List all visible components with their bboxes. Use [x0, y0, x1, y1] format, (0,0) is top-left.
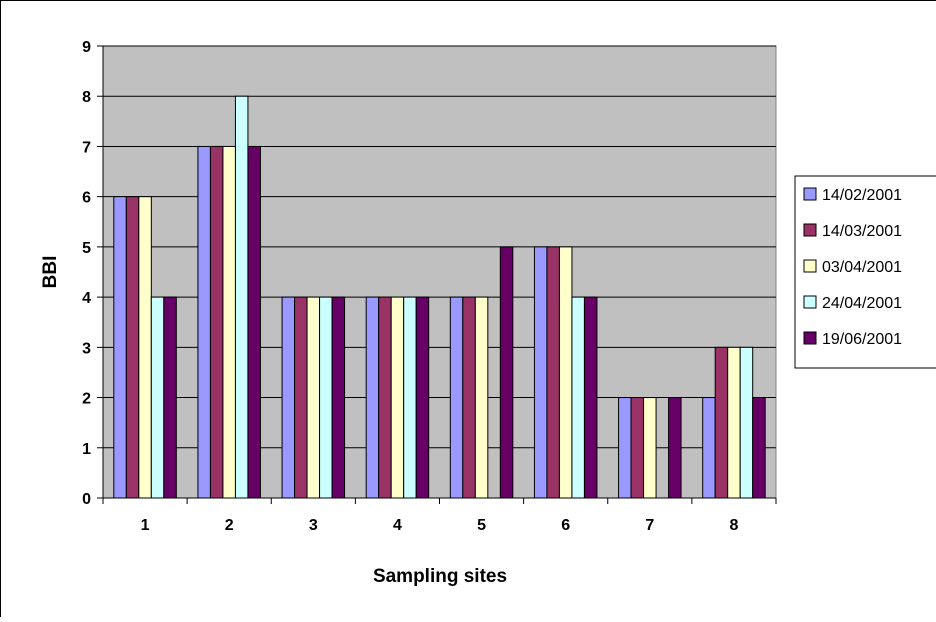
bar [475, 297, 488, 498]
y-tick-label: 0 [82, 491, 91, 508]
bar [332, 297, 345, 498]
bar [151, 297, 164, 498]
legend-label: 24/04/2001 [822, 295, 902, 312]
legend-swatch [804, 188, 816, 200]
bar [320, 297, 333, 498]
bar [126, 197, 139, 498]
legend-label: 03/04/2001 [822, 259, 902, 276]
bar [379, 297, 392, 498]
x-tick-label: 5 [477, 517, 486, 534]
bar [282, 297, 295, 498]
y-tick-label: 7 [82, 139, 91, 156]
bar [644, 398, 657, 498]
bar [728, 347, 741, 498]
bar [559, 247, 572, 498]
x-tick-label: 1 [141, 517, 150, 534]
bar [572, 297, 585, 498]
legend-swatch [804, 260, 816, 272]
legend-swatch [804, 224, 816, 236]
bar [139, 197, 152, 498]
bar [307, 297, 320, 498]
y-tick-label: 1 [82, 441, 91, 458]
bar [366, 297, 379, 498]
bar [114, 197, 127, 498]
bar [198, 146, 211, 498]
y-tick-label: 9 [82, 39, 91, 56]
bar [463, 297, 476, 498]
bar [500, 247, 513, 498]
y-tick-label: 8 [82, 89, 91, 106]
legend-label: 14/03/2001 [822, 223, 902, 240]
bar [669, 398, 682, 498]
bar [416, 297, 429, 498]
x-tick-label: 3 [309, 517, 318, 534]
y-axis-title: BBI [40, 256, 61, 289]
bar [631, 398, 644, 498]
bar [619, 398, 632, 498]
x-tick-label: 4 [393, 517, 402, 534]
x-axis-title: Sampling sites [373, 566, 507, 587]
bar [223, 146, 236, 498]
y-tick-label: 6 [82, 190, 91, 207]
bar [210, 146, 223, 498]
y-tick-label: 4 [82, 290, 91, 307]
bar [715, 347, 728, 498]
x-tick-label: 7 [645, 517, 654, 534]
x-tick-label: 2 [225, 517, 234, 534]
legend-label: 19/06/2001 [822, 331, 902, 348]
bar [295, 297, 308, 498]
y-tick-label: 5 [82, 240, 91, 257]
x-tick-label: 6 [561, 517, 570, 534]
y-tick-label: 2 [82, 391, 91, 408]
legend-swatch [804, 332, 816, 344]
bar [547, 247, 560, 498]
bar [584, 297, 597, 498]
legend: 14/02/2001 14/03/2001 03/04/2001 24/04/2001… [795, 176, 936, 368]
bar [391, 297, 404, 498]
x-tick-label: 8 [729, 517, 738, 534]
legend-swatch [804, 296, 816, 308]
y-tick-label: 3 [82, 340, 91, 357]
bar [753, 398, 766, 498]
bar [235, 96, 248, 498]
bar [404, 297, 417, 498]
bar [450, 297, 463, 498]
bar [164, 297, 177, 498]
bar [703, 398, 716, 498]
legend-label: 14/02/2001 [822, 187, 902, 204]
bar [248, 146, 261, 498]
bar [534, 247, 547, 498]
bar [740, 347, 753, 498]
